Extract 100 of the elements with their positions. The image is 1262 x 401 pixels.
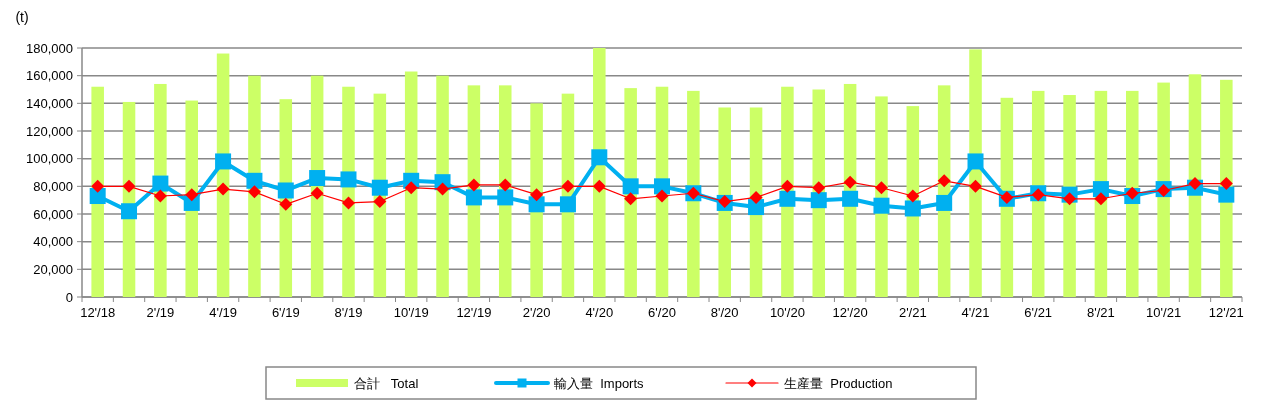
point — [969, 179, 983, 193]
x-tick-label: 6'/19 — [271, 305, 300, 320]
x-tick-label: 12'/21 — [1208, 305, 1244, 320]
point — [559, 196, 576, 213]
x-tick-label: 8'/21 — [1087, 305, 1115, 320]
point — [873, 197, 890, 214]
point — [465, 189, 482, 206]
y-tick-label: 40,000 — [33, 234, 73, 250]
point — [654, 178, 670, 195]
point — [904, 200, 921, 217]
x-tick-label: 12'/20 — [832, 305, 868, 320]
point — [215, 153, 232, 170]
bar — [248, 75, 261, 297]
point — [341, 196, 355, 210]
y-axis-title: (t) — [15, 9, 29, 25]
point — [467, 178, 481, 192]
point — [1188, 177, 1202, 191]
x-tick-label: 6'/21 — [1024, 305, 1053, 320]
bar — [1157, 82, 1170, 297]
x-tick-label: 10'/21 — [1146, 305, 1182, 320]
point — [530, 188, 544, 202]
point — [812, 181, 826, 195]
bar — [436, 75, 449, 297]
point — [153, 189, 167, 203]
point — [1092, 181, 1109, 198]
point — [436, 182, 450, 196]
point — [749, 190, 763, 204]
bar — [969, 49, 982, 297]
point — [279, 197, 293, 211]
point — [967, 153, 984, 170]
point — [89, 188, 106, 205]
point — [655, 189, 669, 203]
x-tick-label: 8'/19 — [334, 305, 363, 320]
point — [497, 189, 514, 206]
legend-label: 輸入量 Imports — [554, 375, 645, 391]
bar — [1188, 74, 1202, 297]
x-tick-label: 2'/21 — [898, 305, 927, 320]
bar — [1063, 95, 1076, 297]
point — [624, 192, 638, 206]
point — [121, 203, 138, 220]
point — [216, 182, 230, 196]
y-tick-label: 120,000 — [26, 123, 73, 139]
legend-label: 合計 Total — [354, 375, 419, 391]
y-tick-label: 60,000 — [33, 206, 73, 222]
point — [277, 182, 294, 199]
x-tick-label: 10'/20 — [769, 305, 805, 320]
point — [371, 179, 388, 196]
bar — [530, 103, 543, 297]
x-tick-label: 12'/19 — [456, 305, 492, 320]
point — [874, 181, 888, 195]
point — [309, 170, 326, 187]
point — [1094, 192, 1108, 206]
x-tick-label: 6'/20 — [648, 305, 676, 320]
x-tick-label: 2'/19 — [146, 305, 175, 320]
x-tick-label: 4'/20 — [585, 305, 614, 320]
point — [185, 188, 199, 202]
bar — [687, 90, 700, 297]
point — [843, 175, 857, 189]
point — [247, 185, 261, 199]
point — [937, 174, 951, 188]
point — [122, 179, 136, 193]
point — [780, 179, 794, 193]
point — [810, 192, 827, 209]
bar — [1126, 90, 1139, 297]
y-tick-label: 140,000 — [26, 95, 73, 111]
point — [1125, 186, 1139, 200]
bar — [91, 86, 104, 297]
point — [936, 194, 953, 211]
x-tick-label: 8'/20 — [710, 305, 739, 320]
x-tick-label: 4'/19 — [209, 305, 237, 320]
point — [310, 186, 324, 200]
point — [561, 179, 575, 193]
x-tick-label: 12'/18 — [80, 305, 116, 320]
x-tick-label: 4'/21 — [961, 305, 990, 320]
point — [340, 171, 357, 188]
bar — [1000, 97, 1014, 297]
bar — [185, 100, 198, 297]
x-tick-label: 2'/20 — [522, 305, 551, 320]
point — [748, 199, 765, 216]
y-tick-label: 0 — [65, 289, 73, 305]
point — [152, 175, 169, 192]
point — [404, 181, 418, 195]
point — [246, 172, 263, 189]
point — [842, 190, 859, 207]
y-tick-label: 180,000 — [26, 40, 73, 56]
y-tick-label: 20,000 — [33, 261, 73, 277]
point — [528, 196, 545, 213]
point — [622, 178, 639, 195]
y-tick-label: 160,000 — [26, 68, 73, 84]
bar — [1031, 90, 1045, 297]
point — [906, 189, 920, 203]
point — [1063, 192, 1077, 206]
y-tick-label: 80,000 — [33, 178, 73, 194]
point — [91, 179, 105, 193]
bar — [404, 71, 418, 297]
point — [779, 190, 796, 207]
y-tick-label: 100,000 — [26, 151, 73, 167]
x-tick-label: 10'/19 — [393, 305, 429, 320]
legend-label: 生産量 Production — [784, 375, 893, 391]
point — [373, 195, 387, 209]
